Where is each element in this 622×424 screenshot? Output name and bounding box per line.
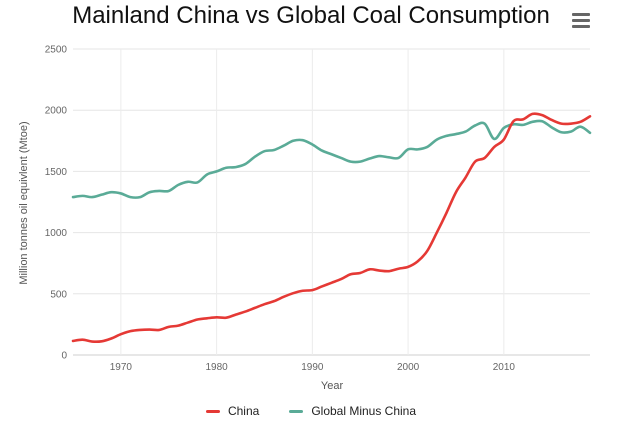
x-tick-label: 1970 <box>110 362 133 373</box>
y-tick-label: 0 <box>61 351 67 362</box>
series-lines <box>71 112 592 344</box>
tick-labels: 0 500 1000 1500 2000 2500 1970 1980 1990 2000 2010 <box>45 45 516 374</box>
menu-bar-icon <box>572 25 590 28</box>
y-tick-label: 2000 <box>45 106 68 117</box>
legend-swatch <box>289 409 304 413</box>
series-line-china[interactable] <box>71 112 592 344</box>
chart-title: Mainland China vs Global Coal Consumptio… <box>72 2 550 29</box>
legend-item-china[interactable]: China <box>205 404 260 418</box>
legend: China Global Minus China <box>0 404 622 418</box>
legend-item-global-minus-china[interactable]: Global Minus China <box>289 404 416 418</box>
x-tick-label: 1990 <box>301 362 324 373</box>
x-tick-label: 1980 <box>205 362 228 373</box>
y-tick-label: 2500 <box>45 45 68 56</box>
series-line-global-minus-china[interactable] <box>71 119 592 199</box>
y-axis-title: Million tonnes oil equivlent (Mtoe) <box>18 121 30 284</box>
y-tick-label: 1000 <box>45 228 68 239</box>
x-axis-title: Year <box>321 380 344 392</box>
hamburger-menu-icon[interactable] <box>568 10 594 32</box>
x-tick-label: 2010 <box>493 362 516 373</box>
y-tick-label: 1500 <box>45 167 68 178</box>
legend-swatch <box>205 409 220 413</box>
menu-bar-icon <box>572 13 590 16</box>
y-tick-label: 500 <box>50 289 67 300</box>
legend-label: China <box>227 404 260 418</box>
gridlines <box>73 48 590 356</box>
x-tick-label: 2000 <box>397 362 420 373</box>
menu-bar-icon <box>572 19 590 22</box>
legend-label: Global Minus China <box>311 404 417 418</box>
